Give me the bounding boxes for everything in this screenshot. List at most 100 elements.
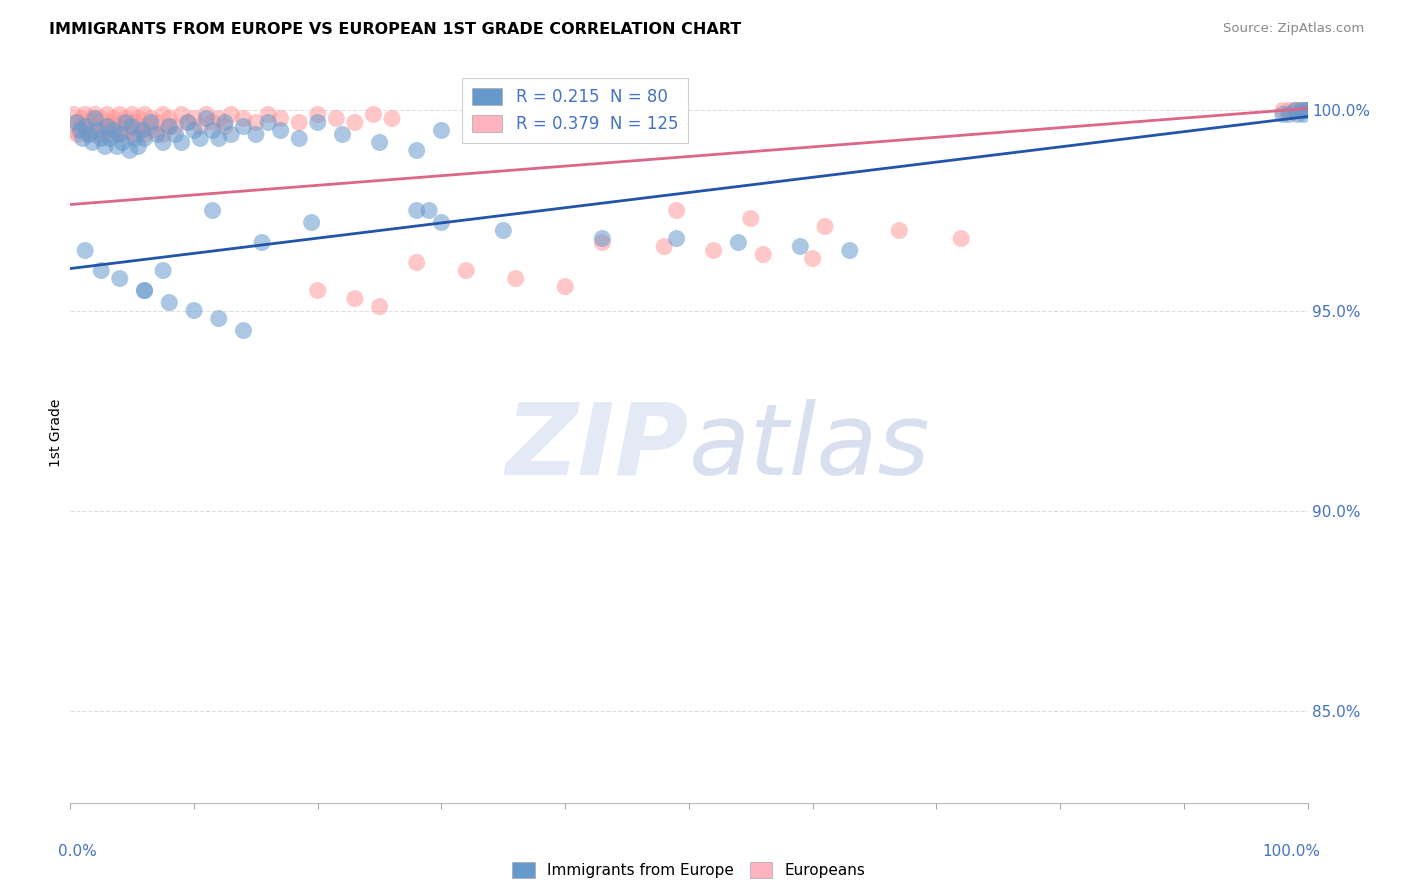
Point — [838, 244, 860, 258]
Point — [82, 112, 104, 126]
Point — [1296, 103, 1319, 118]
Point — [665, 203, 688, 218]
Point — [131, 120, 153, 134]
Point — [134, 131, 156, 145]
Point — [134, 107, 156, 121]
Point — [139, 115, 162, 129]
Point — [105, 128, 128, 142]
Point — [111, 115, 134, 129]
Point — [165, 120, 187, 134]
Point — [139, 120, 162, 134]
Point — [270, 123, 292, 137]
Point — [75, 107, 97, 121]
Point — [127, 139, 149, 153]
Point — [108, 107, 131, 121]
Point — [591, 235, 613, 250]
Point — [94, 120, 117, 134]
Point — [90, 131, 112, 145]
Point — [232, 112, 254, 126]
Point — [121, 107, 143, 121]
Point — [245, 128, 267, 142]
Point — [177, 115, 200, 129]
Point — [63, 107, 86, 121]
Point — [1292, 107, 1315, 121]
Point — [1278, 103, 1301, 118]
Point — [124, 128, 146, 142]
Point — [69, 123, 91, 137]
Point — [727, 235, 749, 250]
Point — [146, 115, 169, 129]
Point — [1271, 103, 1294, 118]
Point — [152, 107, 174, 121]
Point — [115, 115, 138, 129]
Point — [1284, 103, 1306, 118]
Point — [98, 120, 121, 134]
Point — [405, 203, 427, 218]
Point — [127, 120, 149, 134]
Point — [740, 211, 762, 226]
Point — [70, 112, 93, 126]
Point — [98, 131, 121, 145]
Point — [332, 128, 354, 142]
Point — [652, 239, 675, 253]
Point — [430, 215, 453, 229]
Point — [75, 120, 97, 134]
Text: Source: ZipAtlas.com: Source: ZipAtlas.com — [1223, 22, 1364, 36]
Point — [801, 252, 824, 266]
Point — [889, 223, 911, 237]
Point — [188, 131, 211, 145]
Point — [157, 112, 180, 126]
Point — [814, 219, 837, 234]
Point — [1291, 103, 1313, 118]
Point — [96, 120, 118, 134]
Point — [84, 123, 107, 137]
Point — [195, 107, 218, 121]
Point — [183, 112, 205, 126]
Point — [77, 115, 100, 129]
Point — [950, 231, 973, 245]
Point — [1286, 107, 1309, 121]
Point — [121, 120, 143, 134]
Point — [1295, 103, 1317, 118]
Point — [124, 115, 146, 129]
Point — [96, 128, 118, 142]
Point — [183, 123, 205, 137]
Point — [77, 128, 100, 142]
Point — [307, 107, 329, 121]
Point — [118, 144, 141, 158]
Point — [152, 128, 174, 142]
Point — [111, 136, 134, 150]
Point — [115, 128, 138, 142]
Point — [157, 120, 180, 134]
Point — [75, 123, 97, 137]
Point — [124, 131, 146, 145]
Point — [270, 112, 292, 126]
Point — [301, 215, 323, 229]
Text: 0.0%: 0.0% — [58, 844, 97, 858]
Point — [554, 279, 576, 293]
Point — [368, 136, 391, 150]
Point — [1292, 103, 1315, 118]
Point — [63, 123, 86, 137]
Text: atlas: atlas — [689, 399, 931, 496]
Point — [208, 131, 231, 145]
Point — [134, 128, 156, 142]
Point — [703, 244, 725, 258]
Point — [307, 115, 329, 129]
Point — [430, 123, 453, 137]
Point — [219, 107, 242, 121]
Point — [257, 115, 280, 129]
Point — [90, 120, 112, 134]
Point — [456, 263, 478, 277]
Point — [177, 115, 200, 129]
Point — [1291, 103, 1313, 118]
Point — [77, 128, 100, 142]
Point — [1295, 103, 1317, 118]
Point — [70, 120, 93, 134]
Point — [245, 115, 267, 129]
Text: IMMIGRANTS FROM EUROPE VS EUROPEAN 1ST GRADE CORRELATION CHART: IMMIGRANTS FROM EUROPE VS EUROPEAN 1ST G… — [49, 22, 741, 37]
Point — [343, 292, 366, 306]
Point — [103, 112, 125, 126]
Point — [208, 112, 231, 126]
Point — [257, 107, 280, 121]
